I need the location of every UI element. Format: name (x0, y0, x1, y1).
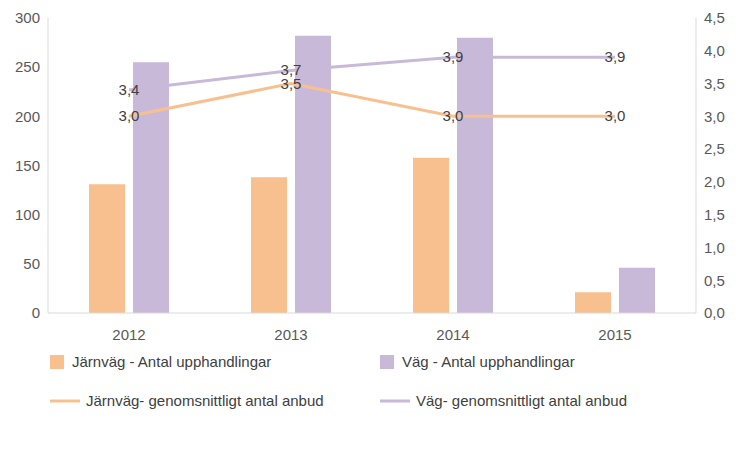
svg-text:0,0: 0,0 (704, 304, 725, 321)
svg-text:2014: 2014 (436, 326, 469, 343)
svg-text:200: 200 (15, 108, 40, 125)
svg-text:0: 0 (32, 304, 40, 321)
svg-text:3,7: 3,7 (281, 61, 302, 78)
svg-text:3,0: 3,0 (443, 107, 464, 124)
svg-text:4,0: 4,0 (704, 42, 725, 59)
html-text:Väg - Antal upphandlingar: Väg - Antal upphandlingar (402, 353, 575, 370)
svg-text:2013: 2013 (274, 326, 307, 343)
svg-text:3,0: 3,0 (704, 108, 725, 125)
html-text:Järnväg- genomsnittligt antal: Järnväg- genomsnittligt antal anbud (86, 392, 324, 409)
svg-text:4,5: 4,5 (704, 9, 725, 26)
svg-text:150: 150 (15, 157, 40, 174)
html-text:Väg- genomsnittligt antal anbu: Väg- genomsnittligt antal anbud (416, 392, 627, 409)
svg-text:3,9: 3,9 (605, 48, 626, 65)
svg-text:1,0: 1,0 (704, 239, 725, 256)
svg-text:100: 100 (15, 206, 40, 223)
svg-text:300: 300 (15, 9, 40, 26)
svg-text:2012: 2012 (112, 326, 145, 343)
svg-text:3,0: 3,0 (605, 107, 626, 124)
svg-text:3,5: 3,5 (280, 74, 302, 92)
svg-text:1,5: 1,5 (704, 206, 725, 223)
svg-text:50: 50 (23, 255, 40, 272)
svg-text:250: 250 (15, 58, 40, 75)
svg-text:2,0: 2,0 (704, 173, 725, 190)
html-text:Järnväg - Antal upphandlingar: Järnväg - Antal upphandlingar (72, 353, 272, 370)
svg-text:2,5: 2,5 (704, 140, 725, 157)
svg-text:3,5: 3,5 (704, 75, 725, 92)
svg-text:0,5: 0,5 (704, 272, 725, 289)
svg-text:2015: 2015 (598, 326, 631, 343)
svg-text:3,4: 3,4 (119, 81, 140, 98)
svg-text:3,0: 3,0 (119, 107, 140, 124)
svg-text:3,9: 3,9 (443, 48, 464, 65)
